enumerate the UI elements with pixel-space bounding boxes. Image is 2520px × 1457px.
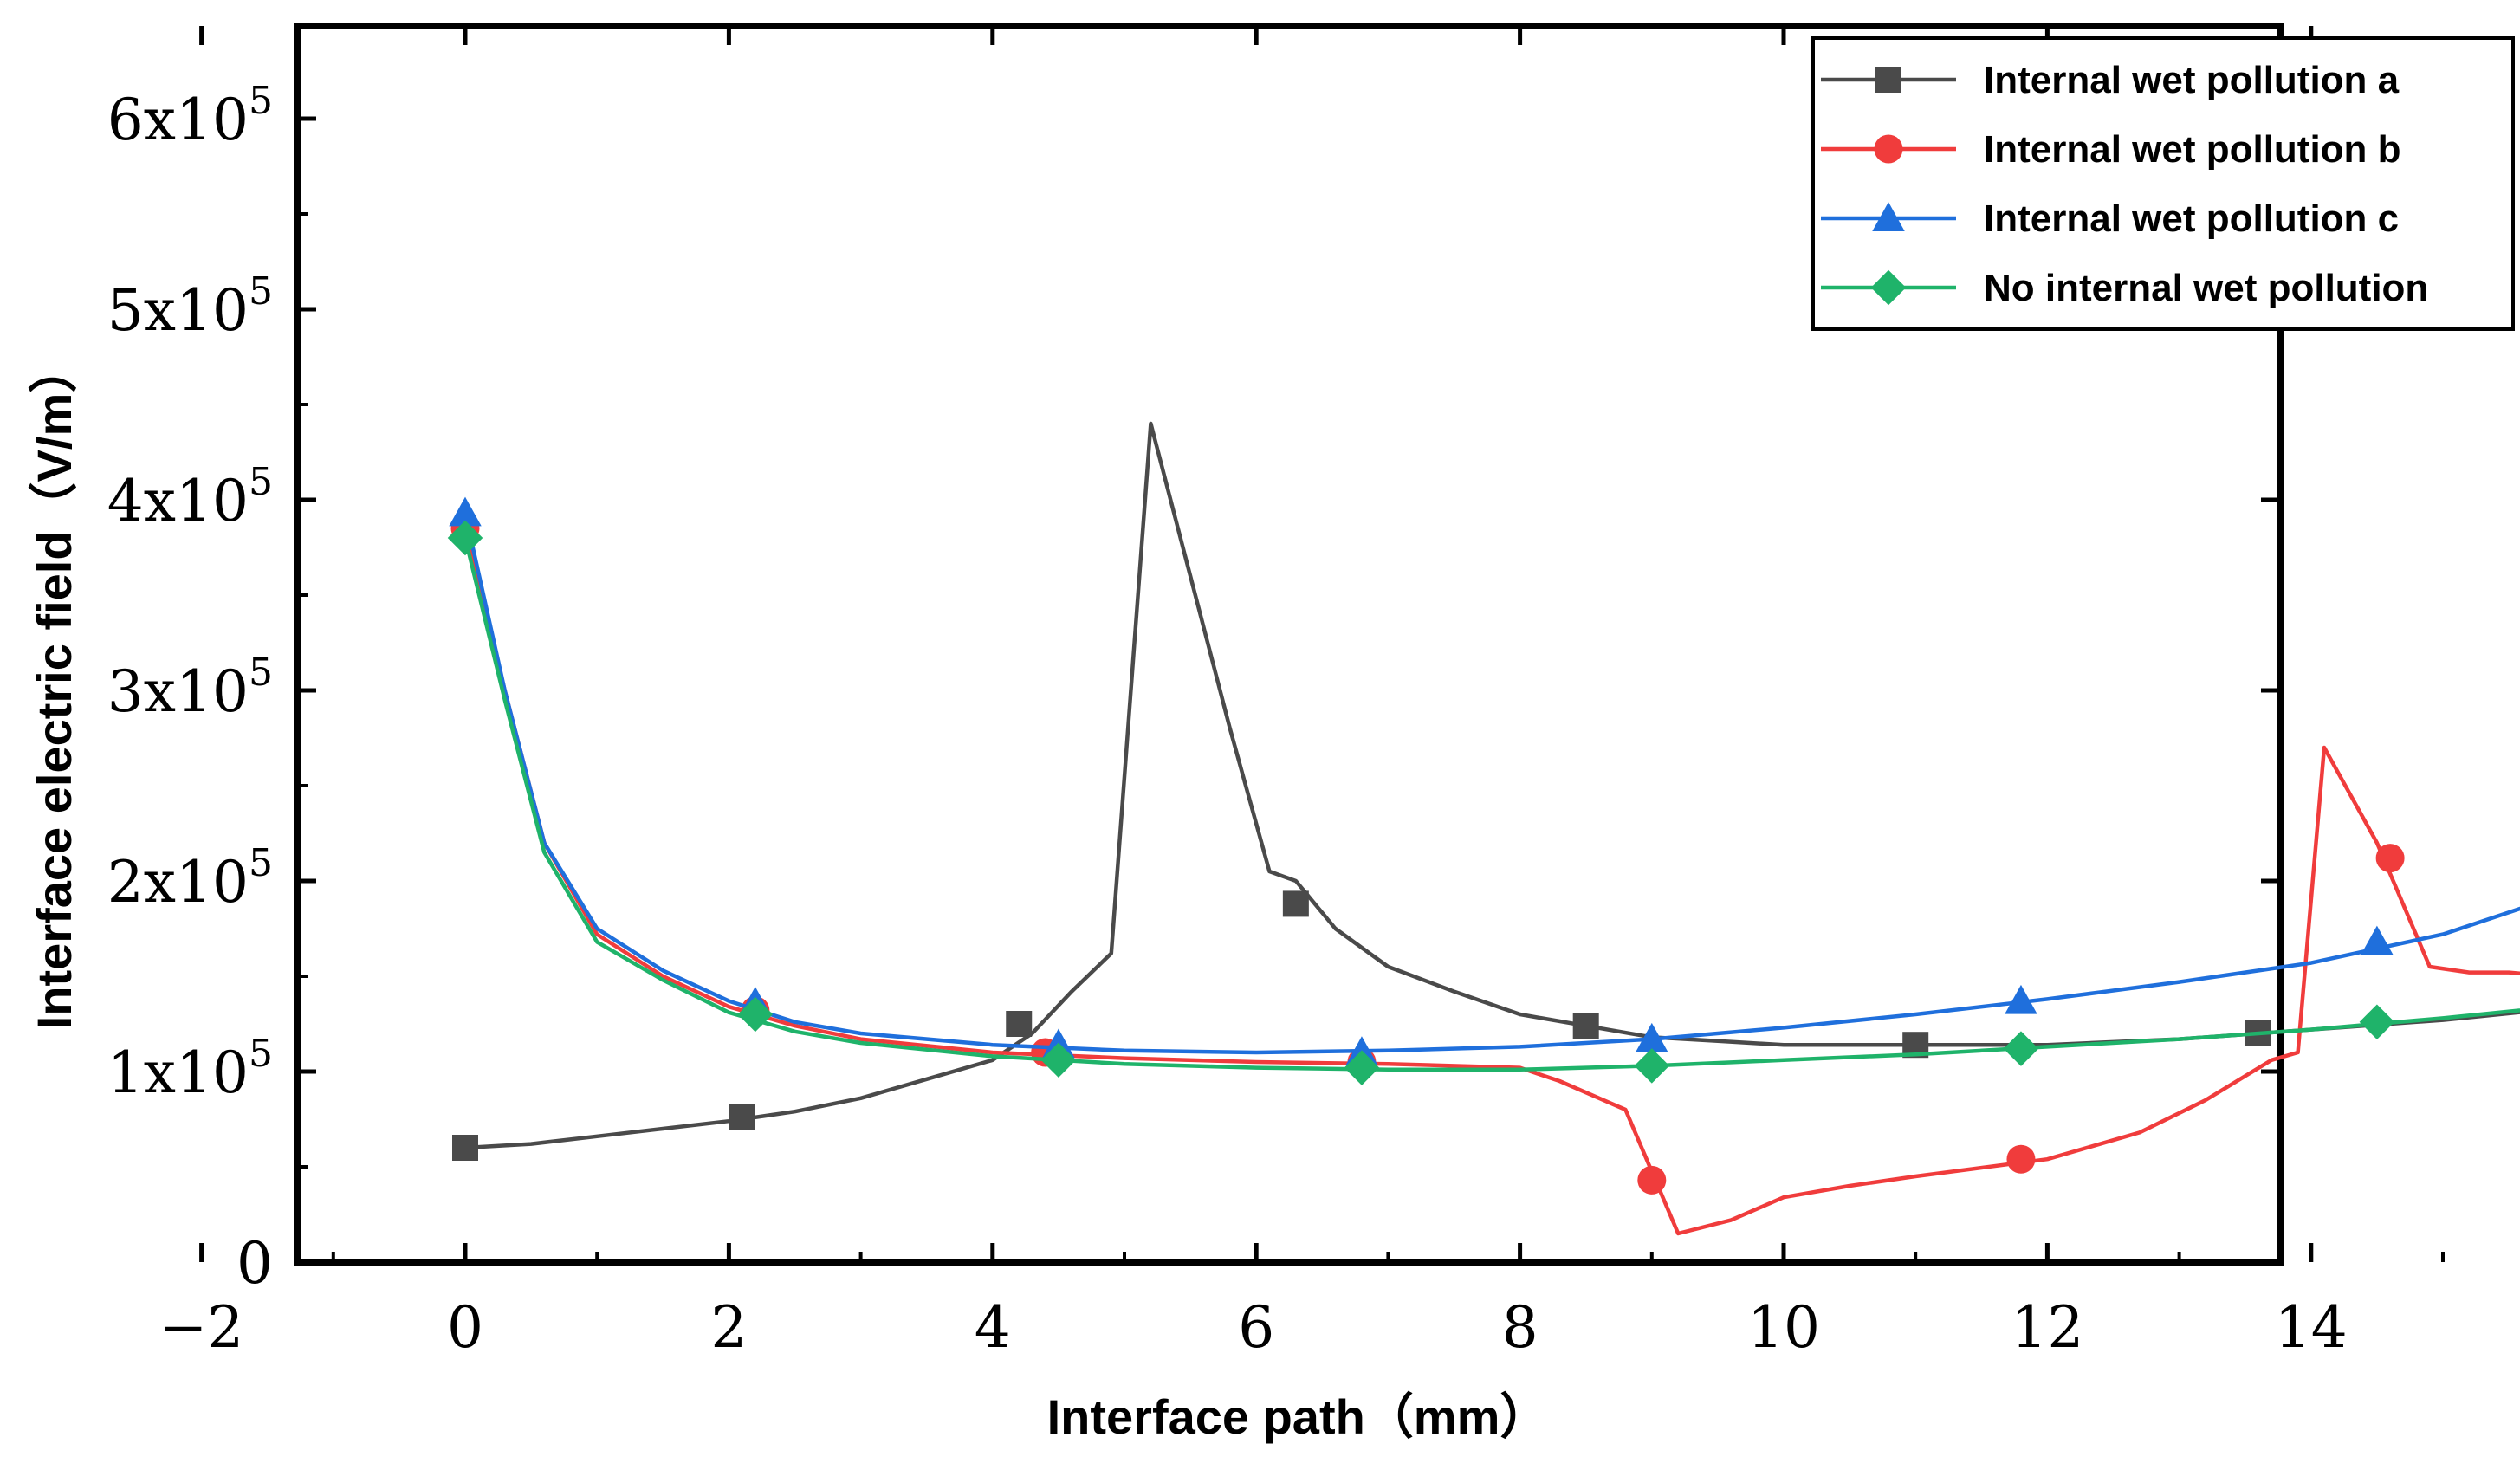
data-point [1040,1042,1077,1078]
y-tick-label: 1x105 [107,1032,273,1106]
legend-marker [1872,202,1905,231]
series-line [464,421,2520,1150]
legend-item: Internal wet pollution b [1821,128,2401,171]
legend-marker [1875,67,1901,93]
data-point [447,520,483,556]
legend: Internal wet pollution a Internal wet pol… [1811,36,2515,331]
y-tick-label: 3x105 [107,651,273,725]
legend-box [1811,36,2515,331]
x-tick-label: −2 [159,1294,243,1361]
data-point [2361,925,2394,955]
data-point [449,496,482,527]
x-tick-label: 4 [975,1294,1011,1361]
plot-frame [294,23,2284,1266]
data-point [1637,1165,1667,1195]
y-tick-labels: 0 1x105 2x105 3x105 4x105 5x105 6x105 [107,79,273,1297]
legend-label: Internal wet pollution c [1984,198,2399,240]
data-point [2375,844,2405,873]
series-layer [447,421,2520,1236]
x-tick-label: 0 [447,1294,483,1361]
data-point [1572,1013,1599,1039]
legend-item: No internal wet pollution [1821,267,2428,309]
legend-item: Internal wet pollution a [1821,59,2400,101]
series-1 [452,421,2520,1161]
legend-label: No internal wet pollution [1984,267,2428,309]
y-tick-label: 2x105 [107,841,273,916]
data-point [1282,890,1309,917]
data-point [729,1104,755,1130]
legend-marker [1870,269,1907,306]
axis-ticks [199,26,2445,1265]
y-axis-title: Interface electric field（V/m） [27,345,81,1030]
data-point [2359,1004,2395,1040]
x-tick-label: 14 [2275,1294,2348,1361]
data-point [1634,1048,1670,1084]
data-point [1006,1011,1033,1037]
series-2 [450,514,2520,1236]
x-tick-label: 10 [1747,1294,1820,1361]
y-tick-label: 0 [236,1230,273,1297]
data-point [737,996,774,1033]
x-tick-labels: −202468101214161820222426 [159,1294,2348,1361]
y-tick-label: 4x105 [107,460,273,534]
series-line [463,512,2520,1055]
legend-marker [1874,134,1903,164]
data-point [1636,1022,1668,1052]
legend-label: Internal wet pollution b [1984,128,2401,171]
series-line [463,537,2520,1072]
series-4 [447,520,2520,1085]
x-tick-label: 2 [710,1294,747,1361]
series-line [463,528,2520,1236]
legend-item: Internal wet pollution c [1821,198,2399,240]
legend-label: Internal wet pollution a [1984,59,2400,101]
data-point [452,1135,478,1161]
x-tick-label: 8 [1502,1294,1539,1361]
data-point [2003,1031,2039,1066]
x-tick-label: 12 [2011,1294,2083,1361]
x-axis-title: Interface path（mm） [1047,1389,1549,1444]
data-point [2006,1144,2036,1174]
y-tick-label: 6x105 [107,79,273,153]
x-tick-label: 6 [1238,1294,1274,1361]
y-tick-label: 5x105 [107,269,273,344]
data-point [1344,1050,1380,1085]
data-point [2005,984,2037,1014]
